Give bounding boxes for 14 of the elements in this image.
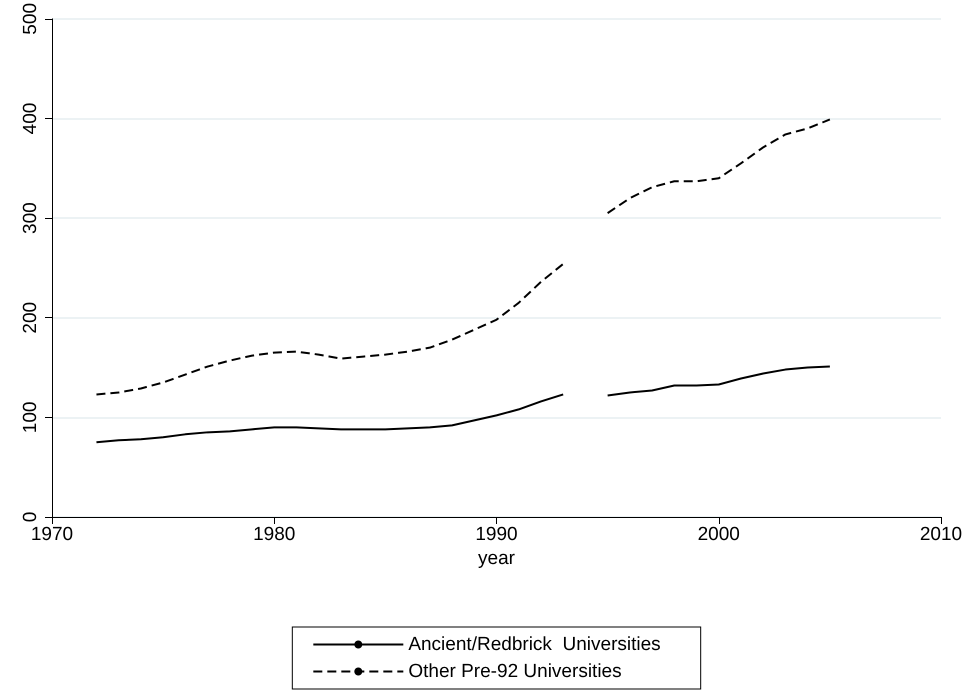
x-tick-label: 1970: [30, 524, 74, 545]
x-tick-label: 2000: [698, 524, 740, 545]
y-tick-label: 100: [20, 402, 41, 434]
x-tick-label: 1980: [253, 524, 296, 545]
x-tick-label: 1990: [475, 524, 518, 545]
y-tick-label: 0: [20, 512, 41, 522]
y-tick-label: 400: [20, 102, 41, 134]
legend-label: Ancient/Redbrick Universities: [408, 634, 661, 655]
y-tick-label: 200: [20, 302, 41, 334]
x-axis-title: year: [478, 548, 516, 569]
y-tick-label: 500: [20, 3, 41, 35]
y-tick-label: 300: [20, 202, 41, 234]
legend-label: Other Pre-92 Universities: [408, 661, 622, 682]
x-tick-label: 2010: [920, 524, 962, 545]
